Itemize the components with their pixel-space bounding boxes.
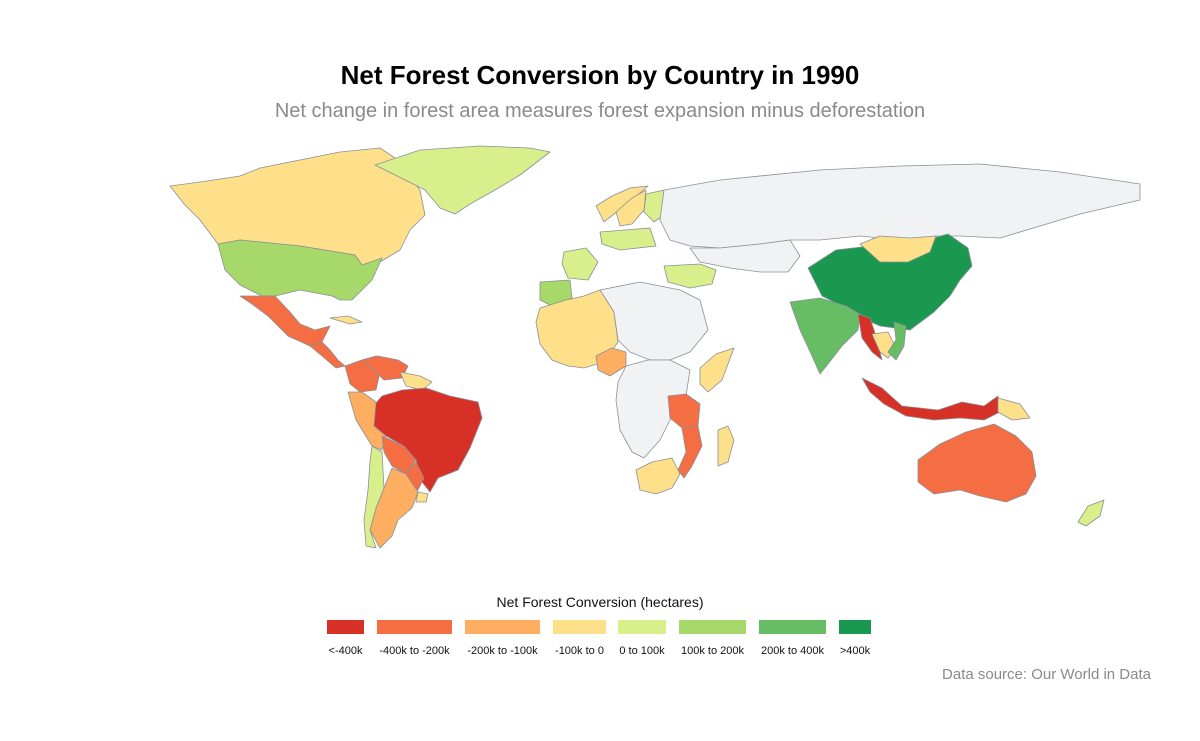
legend-swatch <box>553 620 606 634</box>
legend-swatch <box>679 620 746 634</box>
legend-item: 100k to 200k <box>663 620 763 657</box>
legend-swatch <box>377 620 452 634</box>
region-brazil <box>369 387 483 493</box>
map-subtitle: Net change in forest area measures fores… <box>274 100 926 122</box>
region-mexico <box>239 295 331 347</box>
region-myanmar <box>857 313 883 361</box>
region-papua-new-guinea <box>997 397 1031 421</box>
region-tanzania <box>667 393 701 429</box>
legend-label: 200k to 400k <box>761 645 824 657</box>
legend-label: 0 to 100k <box>619 645 665 657</box>
region-new-zealand <box>1077 499 1105 527</box>
region-guiana-shield <box>399 371 433 391</box>
region-mozambique <box>677 425 703 479</box>
region-south-africa <box>635 457 681 495</box>
region-greenland <box>374 145 551 215</box>
region-vietnam <box>887 321 907 361</box>
region-france <box>561 247 599 281</box>
region-indonesia <box>861 377 1001 421</box>
region-kazakhstan <box>689 239 801 273</box>
region-central-america <box>309 341 346 369</box>
region-peru <box>347 391 387 451</box>
region-australia <box>917 423 1037 503</box>
region-cuba <box>329 315 363 325</box>
region-central-africa <box>615 359 691 459</box>
legend-label: >400k <box>839 645 871 657</box>
legend-item: <-400k <box>296 620 396 657</box>
legend-item: -100k to 0 <box>530 620 630 657</box>
legend-title: Net Forest Conversion (hectares) <box>496 594 704 610</box>
legend-swatch <box>839 620 871 634</box>
legend-label: -100k to 0 <box>555 645 604 657</box>
region-russia <box>659 163 1141 249</box>
legend-item: 0 to 100k <box>592 620 692 657</box>
legend-item: -400k to -200k <box>365 620 465 657</box>
legend-swatch <box>759 620 826 634</box>
legend-item: >400k <box>805 620 905 657</box>
legend-label: -400k to -200k <box>379 645 450 657</box>
legend-item: 200k to 400k <box>743 620 843 657</box>
region-madagascar <box>717 425 735 467</box>
region-venezuela <box>361 355 409 381</box>
region-mongolia <box>859 235 937 263</box>
legend-swatch <box>618 620 666 634</box>
region-uruguay <box>415 491 429 503</box>
legend-label: -200k to -100k <box>467 645 538 657</box>
map-title: Net Forest Conversion by Country in 1990 <box>340 60 860 90</box>
legend-label: <-400k <box>328 645 363 657</box>
legend-item: -200k to -100k <box>453 620 553 657</box>
region-chile <box>363 445 385 549</box>
region-horn-of-africa <box>699 347 735 393</box>
region-poland <box>599 227 657 251</box>
region-turkey <box>663 263 717 289</box>
region-india <box>789 297 861 375</box>
legend-swatch <box>465 620 540 634</box>
region-united-states <box>217 239 383 301</box>
legend-label: 100k to 200k <box>681 645 744 657</box>
region-sahara <box>599 281 709 361</box>
data-source: Data source: Our World in Data <box>942 666 1151 683</box>
legend-swatch <box>327 620 364 634</box>
